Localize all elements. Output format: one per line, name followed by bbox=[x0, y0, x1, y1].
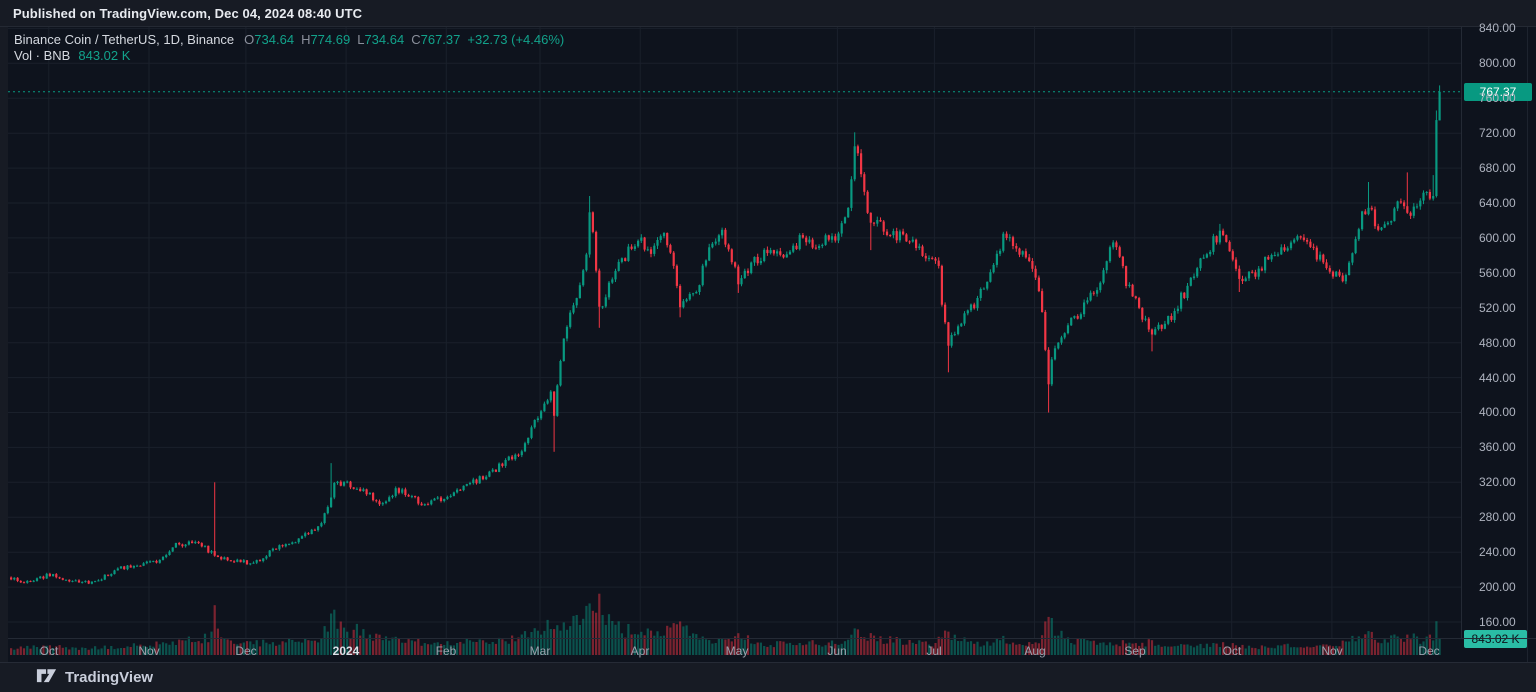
candle-series bbox=[10, 85, 1441, 585]
price-axis[interactable]: 767.37 843.02 K 160.00 200.00 240.00 280.00… bbox=[1461, 21, 1536, 648]
time-tick-label: Nov bbox=[138, 644, 160, 658]
chart-canvas[interactable] bbox=[8, 27, 1536, 662]
time-tick-label: Oct bbox=[39, 644, 59, 658]
price-tick-label: 560.00 bbox=[1479, 266, 1516, 280]
change-value: +32.73 (+4.46%) bbox=[467, 32, 565, 47]
price-tick-label: 840.00 bbox=[1479, 21, 1516, 35]
time-axis[interactable]: Oct Nov Dec 2024 Feb Mar Apr May Jun Jul Aug Sep Oct… bbox=[8, 638, 1536, 662]
tradingview-logo-icon bbox=[36, 669, 57, 683]
time-tick-label: Mar bbox=[529, 644, 551, 658]
price-tick-label: 320.00 bbox=[1479, 475, 1516, 489]
price-tick-label: 720.00 bbox=[1479, 126, 1516, 140]
volume-badge: 843.02 K bbox=[1464, 630, 1527, 648]
footer-bar: TradingView bbox=[0, 662, 1536, 692]
symbol-title: Binance Coin / TetherUS, 1D, Binance bbox=[14, 32, 235, 47]
high-label: H bbox=[301, 32, 311, 47]
time-tick-label: Apr bbox=[630, 644, 650, 658]
time-tick-label: Dec bbox=[1418, 644, 1440, 658]
high-value: 774.69 bbox=[310, 32, 351, 47]
brand-text: TradingView bbox=[65, 669, 154, 686]
price-tick-label: 240.00 bbox=[1479, 545, 1516, 559]
low-value: 734.64 bbox=[364, 32, 405, 47]
time-tick-label: Sep bbox=[1124, 644, 1146, 658]
published-text: Published on TradingView.com, Dec 04, 20… bbox=[13, 6, 363, 21]
price-tick-label: 640.00 bbox=[1479, 196, 1516, 210]
open-label: O bbox=[244, 32, 255, 47]
legend-volume-row: Vol · BNB 843.02 K bbox=[14, 48, 564, 64]
time-tick-label: Dec bbox=[235, 644, 257, 658]
volume-label: Vol · BNB bbox=[14, 48, 71, 63]
price-tick-label: 680.00 bbox=[1479, 161, 1516, 175]
legend: Binance Coin / TetherUS, 1D, Binance O734… bbox=[14, 32, 564, 64]
price-tick-label: 200.00 bbox=[1479, 580, 1516, 594]
open-value: 734.64 bbox=[254, 32, 295, 47]
time-tick-label: Oct bbox=[1222, 644, 1242, 658]
time-tick-label: Feb bbox=[435, 644, 457, 658]
time-tick-label: Aug bbox=[1024, 644, 1046, 658]
time-tick-label: Jul bbox=[926, 644, 942, 658]
volume-value: 843.02 K bbox=[78, 48, 131, 63]
price-tick-label: 760.00 bbox=[1479, 91, 1516, 105]
price-tick-label: 160.00 bbox=[1479, 615, 1516, 629]
published-bar: Published on TradingView.com, Dec 04, 20… bbox=[0, 0, 1536, 27]
legend-symbol-row: Binance Coin / TetherUS, 1D, Binance O734… bbox=[14, 32, 564, 48]
price-tick-label: 600.00 bbox=[1479, 231, 1516, 245]
price-tick-label: 800.00 bbox=[1479, 56, 1516, 70]
price-tick-label: 440.00 bbox=[1479, 371, 1516, 385]
time-tick-label: May bbox=[725, 644, 749, 658]
grid bbox=[8, 27, 1461, 638]
price-tick-label: 360.00 bbox=[1479, 440, 1516, 454]
time-tick-label: Nov bbox=[1321, 644, 1343, 658]
low-label: L bbox=[357, 32, 365, 47]
close-label: C bbox=[411, 32, 421, 47]
chart-panel: Binance Coin / TetherUS, 1D, Binance O734… bbox=[8, 21, 1536, 662]
volume-series bbox=[10, 593, 1441, 655]
last-price-badge: 767.37 bbox=[1464, 83, 1532, 101]
price-tick-label: 400.00 bbox=[1479, 405, 1516, 419]
panel-right-edge bbox=[1527, 27, 1528, 662]
price-tick-label: 280.00 bbox=[1479, 510, 1516, 524]
time-tick-label: Jun bbox=[827, 644, 847, 658]
close-value: 767.37 bbox=[420, 32, 461, 47]
tradingview-brand-link[interactable]: TradingView bbox=[36, 668, 153, 687]
price-tick-label: 480.00 bbox=[1479, 336, 1516, 350]
price-tick-label: 520.00 bbox=[1479, 301, 1516, 315]
time-tick-label: 2024 bbox=[332, 644, 360, 658]
